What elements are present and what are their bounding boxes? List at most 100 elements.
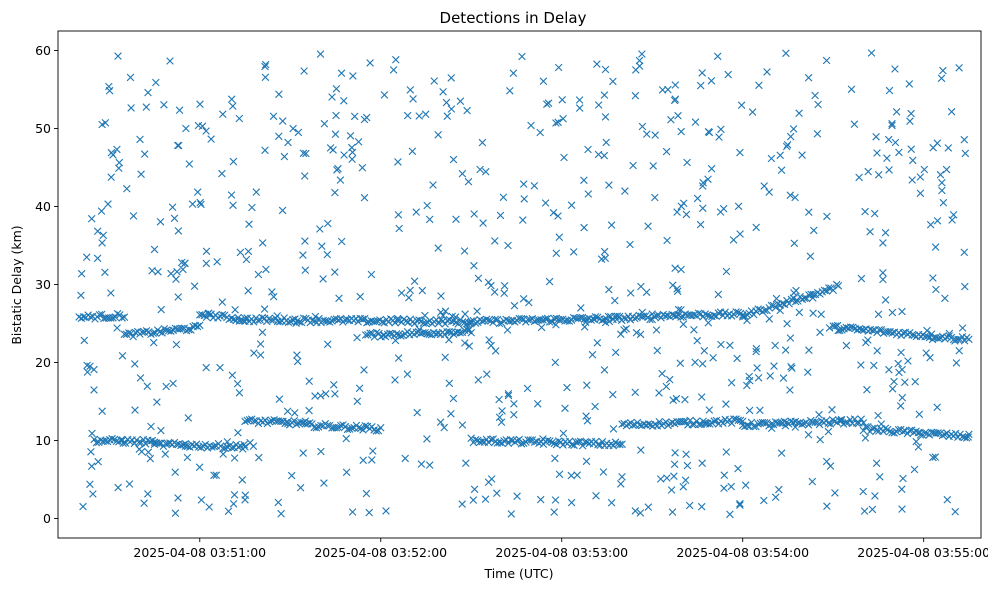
detection-marker bbox=[632, 328, 641, 337]
detection-marker bbox=[500, 289, 508, 297]
detection-marker bbox=[478, 317, 486, 325]
detection-marker bbox=[653, 346, 662, 355]
detection-marker bbox=[207, 310, 215, 318]
detection-marker bbox=[289, 124, 297, 133]
detection-marker bbox=[584, 145, 592, 154]
detection-marker bbox=[942, 165, 951, 174]
detection-marker bbox=[600, 315, 608, 324]
detection-marker bbox=[476, 165, 484, 174]
detection-marker bbox=[425, 461, 434, 469]
detection-marker bbox=[90, 435, 98, 444]
detection-marker bbox=[98, 239, 106, 247]
detection-marker bbox=[363, 318, 371, 327]
detection-marker bbox=[202, 247, 211, 256]
detection-marker bbox=[800, 294, 809, 302]
detection-marker bbox=[864, 167, 872, 176]
detection-marker bbox=[86, 313, 95, 321]
detection-marker bbox=[471, 319, 480, 327]
detection-marker bbox=[173, 267, 181, 276]
detection-marker bbox=[425, 330, 434, 339]
detection-marker bbox=[530, 438, 539, 446]
detection-marker bbox=[243, 416, 251, 425]
detection-marker bbox=[500, 282, 509, 290]
detection-marker bbox=[131, 328, 140, 337]
detection-marker bbox=[960, 135, 969, 144]
detection-marker bbox=[126, 73, 135, 82]
detection-marker bbox=[910, 465, 919, 474]
detection-marker bbox=[671, 81, 680, 89]
detection-marker bbox=[202, 363, 210, 372]
detection-marker bbox=[337, 421, 345, 430]
detection-marker bbox=[583, 381, 591, 389]
detection-marker bbox=[419, 329, 427, 337]
detection-marker bbox=[808, 477, 817, 486]
detection-marker bbox=[502, 315, 510, 324]
detection-marker bbox=[864, 423, 872, 431]
detection-marker bbox=[786, 386, 794, 394]
y-tick-label: 50 bbox=[35, 121, 51, 136]
detection-marker bbox=[539, 77, 548, 85]
detection-marker bbox=[831, 417, 839, 426]
detection-marker bbox=[804, 421, 813, 429]
detection-marker bbox=[600, 91, 609, 99]
detection-marker bbox=[752, 344, 761, 353]
detection-marker bbox=[958, 324, 967, 332]
detection-marker bbox=[713, 52, 722, 61]
detection-marker bbox=[552, 249, 561, 258]
detection-marker bbox=[147, 422, 155, 431]
detection-marker bbox=[600, 247, 609, 256]
detection-marker bbox=[333, 166, 341, 174]
detection-marker bbox=[228, 371, 237, 379]
detection-marker bbox=[793, 419, 802, 427]
detection-marker bbox=[594, 150, 603, 159]
detection-marker bbox=[465, 325, 473, 334]
detection-marker bbox=[365, 508, 373, 517]
detection-marker bbox=[92, 438, 101, 447]
detection-marker bbox=[434, 319, 443, 328]
detection-marker bbox=[371, 317, 380, 326]
detection-marker bbox=[316, 225, 324, 233]
detection-marker bbox=[101, 268, 109, 277]
detection-marker bbox=[693, 336, 701, 345]
detection-marker bbox=[278, 117, 287, 125]
detection-marker bbox=[458, 500, 466, 508]
detection-marker bbox=[135, 438, 143, 447]
detection-marker bbox=[782, 49, 790, 58]
detection-marker bbox=[541, 199, 550, 207]
detection-marker bbox=[567, 201, 576, 209]
detection-marker bbox=[748, 108, 757, 116]
detection-marker bbox=[738, 313, 747, 321]
detection-marker bbox=[156, 218, 165, 226]
detection-marker bbox=[107, 173, 115, 181]
detection-marker bbox=[260, 305, 269, 313]
detection-marker bbox=[254, 270, 263, 279]
detection-marker bbox=[598, 316, 606, 325]
detection-marker bbox=[157, 305, 165, 314]
detection-marker bbox=[637, 282, 645, 291]
detection-marker bbox=[911, 377, 919, 386]
detection-marker bbox=[670, 460, 679, 469]
detection-marker bbox=[183, 442, 192, 451]
detection-marker bbox=[710, 417, 718, 425]
detection-marker bbox=[219, 444, 227, 453]
detection-marker bbox=[811, 418, 819, 427]
detection-marker bbox=[951, 507, 959, 516]
detection-marker bbox=[635, 421, 644, 429]
detection-marker bbox=[241, 443, 249, 451]
detection-marker bbox=[939, 66, 947, 75]
detection-marker bbox=[611, 348, 620, 357]
detection-marker bbox=[143, 382, 152, 390]
detection-marker bbox=[227, 191, 236, 199]
detection-marker bbox=[437, 308, 445, 317]
detection-marker bbox=[835, 416, 843, 425]
detection-marker bbox=[877, 326, 886, 334]
detection-marker bbox=[696, 220, 705, 229]
detection-marker bbox=[671, 449, 679, 457]
detection-marker bbox=[605, 285, 613, 294]
detection-marker bbox=[178, 324, 186, 333]
detection-marker bbox=[415, 316, 423, 324]
detection-marker bbox=[500, 437, 508, 445]
detection-marker bbox=[809, 290, 818, 299]
detection-marker bbox=[724, 70, 732, 79]
detection-marker bbox=[568, 440, 576, 449]
